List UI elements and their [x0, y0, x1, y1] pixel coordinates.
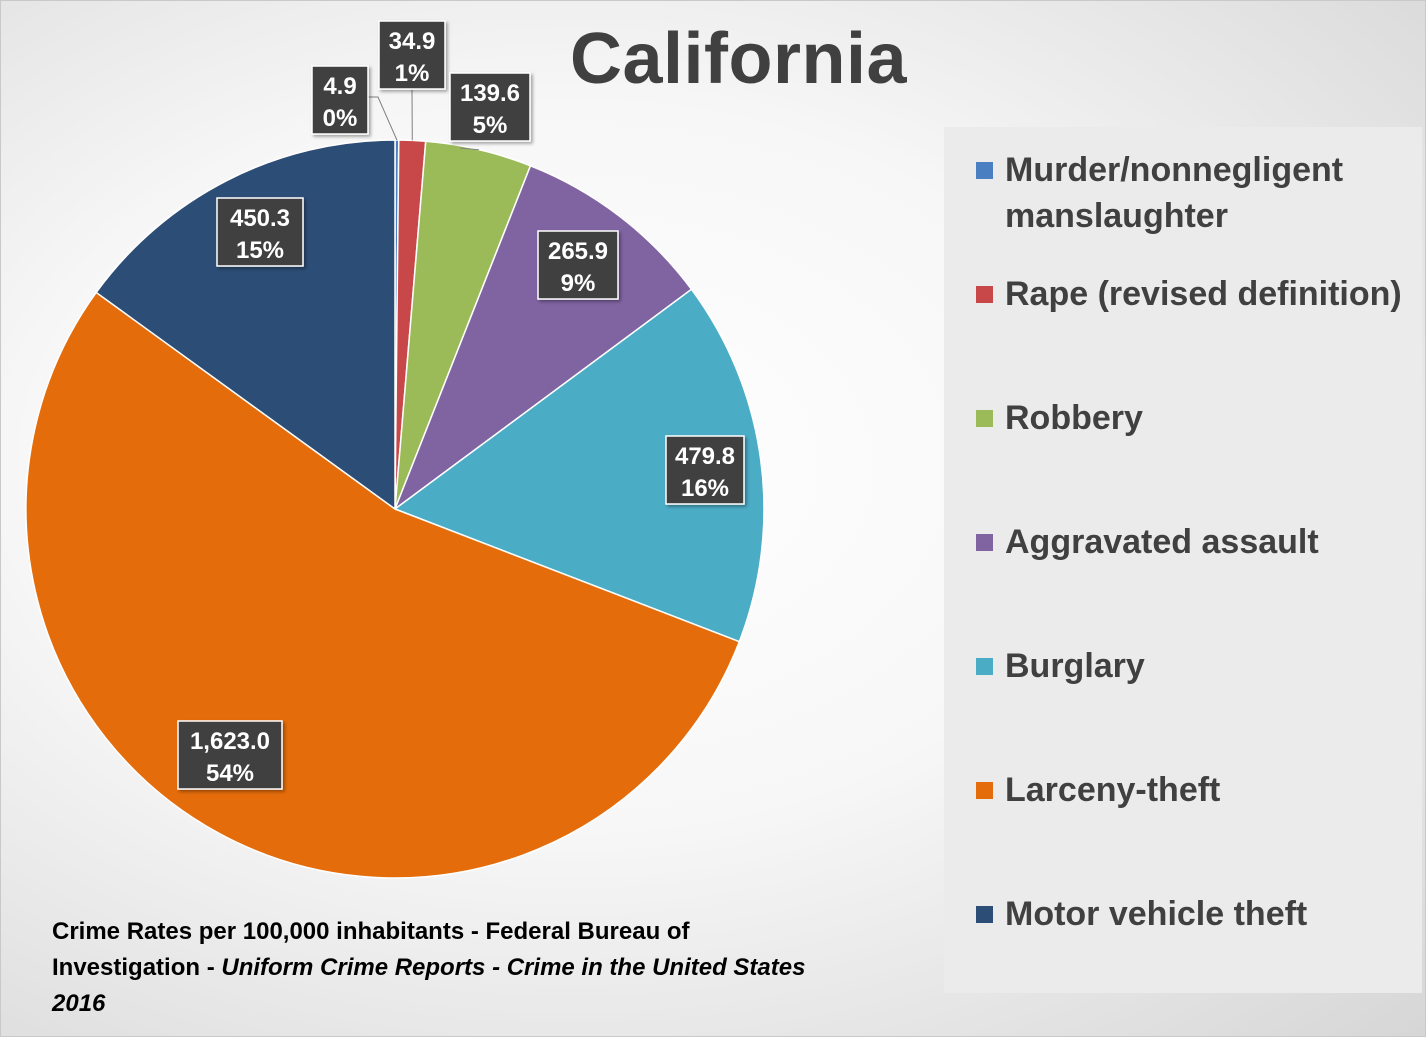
pie-slice-burglary — [393, 288, 765, 643]
source-note: Crime Rates per 100,000 inhabitants - Fe… — [52, 914, 872, 1022]
legend-label-rape: Rape (revised definition) — [1005, 275, 1402, 313]
data-label-value-motor-vehicle-theft: 450.3 — [230, 205, 290, 232]
legend-swatch-motor-vehicle-theft — [976, 906, 993, 923]
data-label-percent-larceny-theft: 54% — [206, 760, 254, 787]
data-label-percent-robbery: 5% — [473, 112, 508, 139]
data-label-percent-murder: 0% — [323, 105, 358, 132]
source-line-1: Crime Rates per 100,000 inhabitants - Fe… — [52, 918, 690, 945]
data-label-box-larceny-theft — [177, 720, 283, 790]
data-label-box-motor-vehicle-theft — [216, 197, 304, 267]
data-label-value-murder: 4.9 — [323, 73, 356, 100]
data-label-box-aggravated-assault — [537, 230, 619, 300]
legend-swatch-larceny-theft — [976, 782, 993, 799]
data-label-value-rape: 34.9 — [389, 28, 436, 55]
legend-label-aggravated-assault: Aggravated assault — [1005, 523, 1319, 561]
data-label-murder: 4.90% — [311, 65, 369, 135]
legend-swatch-murder — [976, 162, 993, 179]
data-label-value-aggravated-assault: 265.9 — [548, 238, 608, 265]
legend-swatch-rape — [976, 286, 993, 303]
data-label-box-robbery — [449, 72, 531, 142]
data-label-aggravated-assault: 265.9 9% — [537, 230, 619, 300]
data-label-percent-rape: 1% — [395, 60, 430, 87]
data-label-box-rape — [378, 20, 446, 90]
legend-item-robbery: Robbery — [976, 395, 1405, 441]
pie-slice-motor-vehicle-theft — [95, 139, 396, 511]
data-label-rape: 34.9 1% — [378, 20, 446, 90]
legend-item-aggravated-assault: Aggravated assault — [976, 519, 1405, 565]
source-line-2-plain: Investigation - — [52, 954, 222, 981]
legend-label-motor-vehicle-theft: Motor vehicle theft — [1005, 895, 1308, 933]
data-label-percent-aggravated-assault: 9% — [561, 270, 596, 297]
legend: Murder/nonnegligent manslaughter Rape (r… — [944, 127, 1422, 993]
leader-line-robbery — [459, 147, 480, 151]
source-line-3: 2016 — [52, 990, 106, 1017]
leader-line-murder — [368, 96, 398, 141]
data-label-percent-motor-vehicle-theft: 15% — [236, 237, 284, 264]
data-label-box-burglary — [665, 435, 745, 505]
legend-label-murder: Murder/nonnegligent manslaughter — [1005, 151, 1344, 235]
legend-item-motor-vehicle-theft: Motor vehicle theft — [976, 891, 1405, 937]
legend-swatch-burglary — [976, 658, 993, 675]
data-label-motor-vehicle-theft: 450.3 15% — [216, 197, 304, 267]
data-label-box-murder — [311, 65, 369, 135]
data-label-larceny-theft: 1,623.0 54% — [177, 720, 283, 790]
legend-item-larceny-theft: Larceny-theft — [976, 767, 1405, 813]
legend-swatch-robbery — [976, 410, 993, 427]
legend-item-burglary: Burglary — [976, 643, 1405, 689]
data-label-burglary: 479.8 16% — [665, 435, 745, 505]
legend-label-larceny-theft: Larceny-theft — [1005, 771, 1221, 809]
legend-item-murder: Murder/nonnegligent manslaughter — [976, 147, 1405, 239]
source-line-2-italic: Uniform Crime Reports - Crime in the Uni… — [221, 954, 806, 981]
data-label-value-larceny-theft: 1,623.0 — [190, 728, 270, 755]
legend-label-burglary: Burglary — [1005, 647, 1145, 685]
data-label-value-robbery: 139.6 — [460, 80, 520, 107]
legend-item-rape: Rape (revised definition) — [976, 271, 1405, 317]
legend-swatch-aggravated-assault — [976, 534, 993, 551]
legend-label-robbery: Robbery — [1005, 399, 1143, 437]
data-label-percent-burglary: 16% — [681, 475, 729, 502]
chart-title: California — [570, 19, 908, 99]
data-label-robbery: 139.6 5% — [449, 72, 531, 142]
data-label-value-burglary: 479.8 — [675, 443, 735, 470]
